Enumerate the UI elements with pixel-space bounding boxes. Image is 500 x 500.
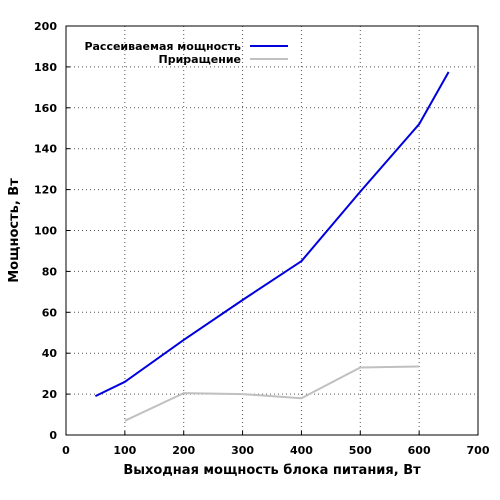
x-tick-label: 400 bbox=[290, 444, 313, 457]
series-lines bbox=[94, 71, 450, 422]
y-tick-label: 180 bbox=[34, 61, 57, 74]
axis-ticks: 0 100 200 300 400 500 600 700 0 20 40 60 80 100 120 140… bbox=[34, 20, 490, 457]
y-tick-label: 200 bbox=[34, 20, 57, 33]
x-tick-label: 200 bbox=[172, 444, 195, 457]
y-tick-label: 60 bbox=[42, 306, 58, 319]
series-line-1 bbox=[124, 365, 420, 422]
y-tick-label: 0 bbox=[49, 429, 57, 442]
x-tick-label: 0 bbox=[62, 444, 70, 457]
y-tick-label: 20 bbox=[42, 388, 58, 401]
y-tick-label: 40 bbox=[42, 347, 58, 360]
legend-label-increment: Приращение bbox=[159, 53, 241, 66]
y-axis-title: Мощность, Вт bbox=[7, 178, 22, 283]
legend-label-dissipated: Рассеиваемая мощность bbox=[84, 40, 241, 53]
y-tick-label: 160 bbox=[34, 102, 57, 115]
y-tick-label: 120 bbox=[34, 184, 57, 197]
x-tick-label: 300 bbox=[231, 444, 254, 457]
x-tick-label: 100 bbox=[113, 444, 136, 457]
grid-lines bbox=[66, 26, 478, 435]
y-tick-label: 100 bbox=[34, 225, 57, 238]
x-tick-label: 600 bbox=[408, 444, 431, 457]
x-axis-title: Выходная мощность блока питания, Вт bbox=[123, 463, 421, 478]
x-tick-label: 700 bbox=[467, 444, 490, 457]
series-line-0 bbox=[94, 71, 450, 397]
x-tick-label: 500 bbox=[349, 444, 372, 457]
y-tick-label: 80 bbox=[42, 265, 58, 278]
legend: Рассеиваемая мощность Приращение bbox=[84, 40, 288, 66]
y-tick-label: 140 bbox=[34, 143, 57, 156]
